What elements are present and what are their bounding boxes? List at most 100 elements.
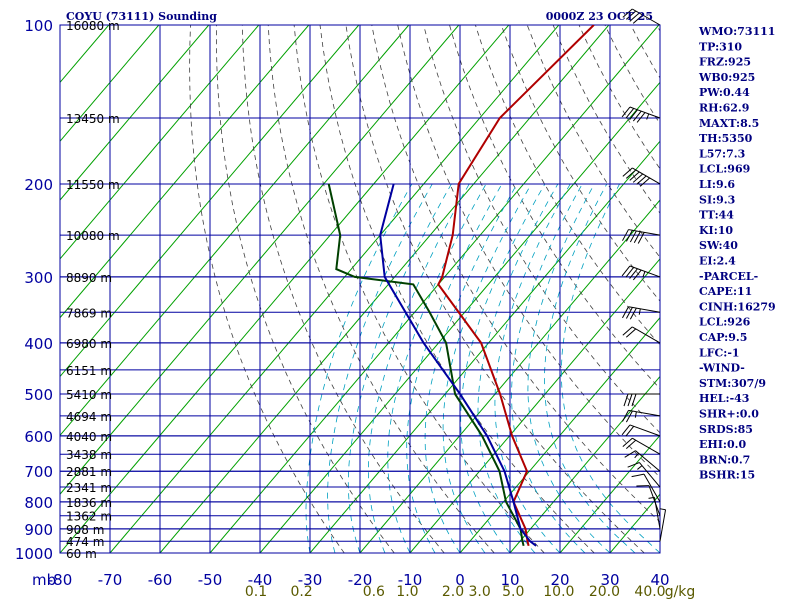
temperature-tick-label: 20 [550,571,569,589]
isotherm-line [60,25,210,201]
moist-adiabat-line [327,183,433,553]
height-label: 1836 m [66,496,112,510]
isotherm-line [60,25,410,437]
index-entry: CAPE:11 [699,285,752,298]
index-entry: LFC:-1 [699,346,740,359]
pressure-tick-label: 500 [24,386,53,404]
series-dewpoint-line [327,183,525,547]
wind-barb-flag [632,110,642,122]
moist-adiabat-line [477,183,559,553]
mixing-ratio-label: 1.0 [396,584,418,600]
index-entry: TT:44 [699,209,734,222]
temperature-tick-label: -50 [198,571,223,589]
wind-barb-half [659,508,666,511]
wind-barb-flag [631,473,645,478]
wind-barb-flag [625,267,635,278]
index-entry: SW:40 [699,239,738,252]
temperature-tick-label: -10 [398,571,423,589]
height-label: 16080 m [66,19,120,33]
chart-datetime: 0000Z 23 OCT 25 [546,10,653,23]
wind-barb [621,106,661,123]
height-label: 6151 m [66,364,112,378]
wind-barb-flag [625,307,633,319]
wind-barb-flag [621,106,631,118]
wind-barb [622,167,661,187]
wind-barb-flag [636,175,647,185]
pressure-tick-label: 600 [24,428,53,446]
index-entry: SRDS:85 [699,423,753,436]
wind-barb-flag [625,410,633,423]
wind-barb [648,496,661,529]
wind-barb [622,437,661,455]
wind-barb [631,473,661,503]
isotherm-line [109,25,560,553]
pressure-tick-label: 400 [24,335,53,353]
wind-barb-flag [632,14,644,24]
wind-barb-flag [627,462,640,468]
wind-barb-flag [637,232,645,244]
wind-barb-staff [632,8,661,26]
index-entry: MAXT:8.5 [699,117,759,130]
temperature-tick-label: 10 [500,571,519,589]
wind-barb-flag [629,12,640,22]
height-label: 10080 m [66,229,120,243]
isotherm-line [159,25,610,553]
wind-barb-staff [632,326,661,344]
wind-barb-staff [648,485,661,516]
wind-barb [627,462,661,488]
pressure-tick-label: 200 [24,176,53,194]
wind-barb-flag [629,230,637,243]
height-label: 3438 m [66,448,112,462]
index-entry: EHI:0.0 [699,438,746,451]
wind-barb-flag [629,109,638,120]
wind-barb-staff [635,450,661,472]
wind-barb-flag [629,171,640,181]
isotherm-line [60,25,510,553]
isotherm-line [309,140,660,553]
temperature-tick-label: -80 [48,571,73,589]
mixing-ratio-label: 20.0 [589,584,620,600]
pressure-tick-label: 1000 [15,545,53,563]
temperature-tick-label: -20 [348,571,373,589]
wind-barb-staff [659,509,667,542]
temperature-tick-label: 0 [455,571,465,589]
wind-barb [621,265,661,281]
pressure-tick-label: 300 [24,269,53,287]
wind-barb-half [648,496,655,499]
height-label: 1362 m [66,510,112,524]
wind-barb-staff [632,437,661,455]
wind-barb-flag [636,112,646,123]
index-entry: FRZ:925 [699,56,751,69]
height-label: 7869 m [66,306,112,320]
index-entry: EI:2.4 [699,255,736,268]
wind-barb-flag [621,424,631,436]
wind-barb-flag [622,167,633,177]
index-entry: TP:310 [699,40,742,53]
wind-barb-flag [621,265,631,277]
wind-barb-flag [622,8,633,18]
wind-barb-flag [627,393,633,407]
index-entry: BSHR:15 [699,469,755,482]
index-entry: RH:62.9 [699,102,749,115]
wind-barb-flag [625,230,633,242]
moist-adiabat-line [387,183,487,553]
isotherm-line [60,25,160,143]
series-parcel-line [379,183,537,547]
isotherm-line [60,25,460,495]
moist-adiabat-line [368,183,470,553]
wind-barb [622,409,661,423]
wind-barb-flag [629,307,637,320]
height-label: 5410 m [66,388,112,402]
grid-lines [59,24,661,554]
wind-barb [623,393,660,407]
index-entry: STM:307/9 [699,377,766,390]
temperature-tick-label: 30 [600,571,619,589]
index-entry: LI:9.6 [699,178,735,191]
wind-barb-half [637,465,643,470]
wind-barb-staff [653,497,661,529]
index-entry: WMO:73111 [698,25,775,38]
axis-labels: 16080 m 13450 m 11550 m 10080 m 8890 m 7869 m… [15,17,695,600]
wind-barb-flag [622,326,633,336]
